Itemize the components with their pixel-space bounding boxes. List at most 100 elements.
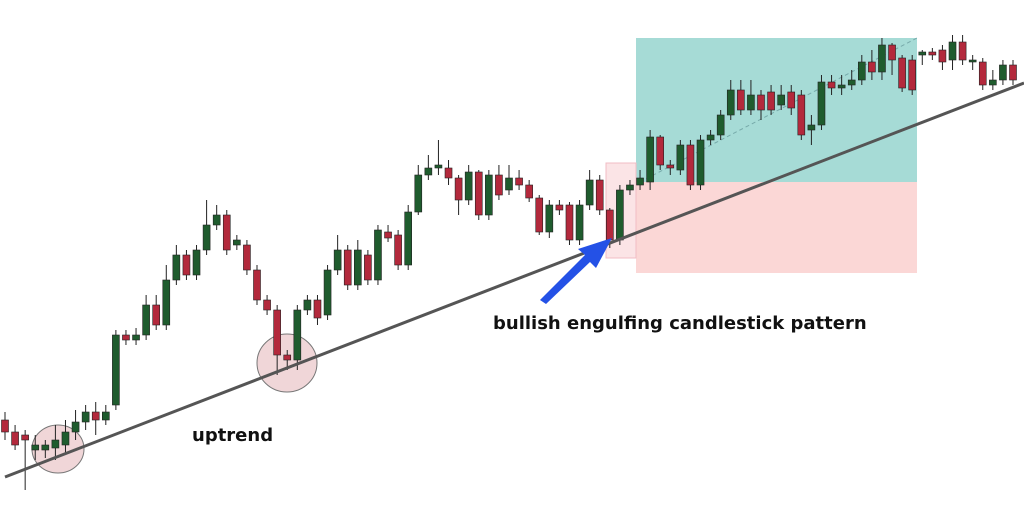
candle-body [565, 204, 574, 241]
candle-body [726, 89, 735, 116]
candle-body [414, 174, 423, 213]
candle-body [293, 309, 302, 361]
candle-body [273, 309, 281, 356]
candle-body [132, 334, 140, 341]
candle-body [253, 269, 261, 301]
candle-body [989, 79, 997, 86]
candle-body [938, 49, 947, 63]
stop-zone [636, 182, 917, 273]
candle-body [585, 179, 594, 206]
candle-body [847, 79, 856, 86]
candle-body [424, 167, 433, 176]
candle-body [817, 81, 826, 126]
candle-body [676, 144, 685, 171]
candle-body [1, 419, 9, 433]
candle-body [384, 231, 392, 239]
candle-body [525, 184, 533, 199]
candle-body [898, 57, 906, 89]
candle-body [192, 249, 201, 276]
candle-body [666, 164, 675, 169]
candle-body [394, 234, 402, 266]
candle-body [888, 44, 896, 61]
candle-body [716, 114, 725, 136]
candle-body [555, 204, 564, 211]
candle-body [505, 177, 513, 191]
arrow [540, 238, 612, 304]
annotation: bullish engulfing candlestick pattern [493, 313, 867, 334]
candle-body [616, 189, 624, 241]
candle-body [102, 411, 110, 421]
candle-body [91, 411, 100, 421]
candle-body [757, 94, 765, 111]
candle-body [162, 279, 171, 326]
candle-body [21, 434, 29, 441]
candle-body [343, 249, 352, 286]
candle-body [11, 431, 19, 446]
candle-body [605, 209, 614, 241]
candle-body [495, 174, 503, 196]
candle-body [474, 171, 483, 216]
candle-body [51, 439, 60, 449]
candle-body [222, 214, 231, 251]
candle-body [212, 214, 221, 226]
candle-body [878, 44, 886, 73]
candle-body [696, 139, 705, 186]
candle-body [434, 164, 443, 169]
candle-body [454, 177, 463, 201]
candle-body [868, 61, 876, 73]
candle-body [313, 299, 322, 319]
candle-body [999, 64, 1007, 81]
candle-body [364, 254, 372, 281]
candle-body [323, 269, 332, 316]
candle-body [706, 134, 715, 141]
candle-body [807, 124, 816, 131]
annotation: uptrend [192, 425, 273, 446]
candle-body [787, 91, 796, 109]
candle-body [233, 239, 241, 246]
candle-body [444, 167, 453, 179]
candle-body [31, 444, 40, 451]
candle-body [333, 249, 342, 271]
candle-body [978, 61, 987, 86]
candle-body [152, 304, 160, 326]
candle-body [41, 444, 50, 451]
candle-body [545, 204, 554, 233]
candle-body [71, 421, 80, 433]
candle-body [575, 204, 584, 241]
candle-body [485, 174, 493, 216]
candle-body [172, 254, 181, 281]
candle-body [353, 249, 362, 286]
candle-body [535, 197, 544, 233]
candle-body [61, 431, 70, 446]
candle-body [636, 177, 644, 186]
candle-body [797, 94, 806, 136]
candle-body [142, 304, 150, 336]
candle-body [686, 144, 695, 186]
candle-body [737, 89, 745, 111]
candle-body [958, 41, 967, 61]
candle-body [202, 224, 211, 251]
candle-body [656, 136, 665, 166]
candle-body [112, 334, 120, 406]
candle-body [968, 59, 977, 63]
candles [1, 35, 1017, 490]
candle-body [595, 179, 604, 211]
candle-body [646, 136, 654, 183]
candle-body [515, 177, 523, 186]
candle-body [777, 94, 785, 106]
candle-body [374, 229, 382, 281]
candle-body [948, 41, 957, 61]
candle-body [928, 51, 937, 56]
candle-body [263, 299, 271, 311]
candle-body [283, 354, 292, 361]
candle-body [908, 59, 917, 91]
candle-body [243, 244, 251, 271]
candle-body [767, 91, 775, 111]
candle-body [918, 51, 927, 56]
candle-body [626, 184, 634, 191]
candle-body [122, 334, 130, 341]
candle-body [857, 61, 866, 81]
candle-body [747, 94, 755, 111]
candle-body [81, 411, 90, 423]
